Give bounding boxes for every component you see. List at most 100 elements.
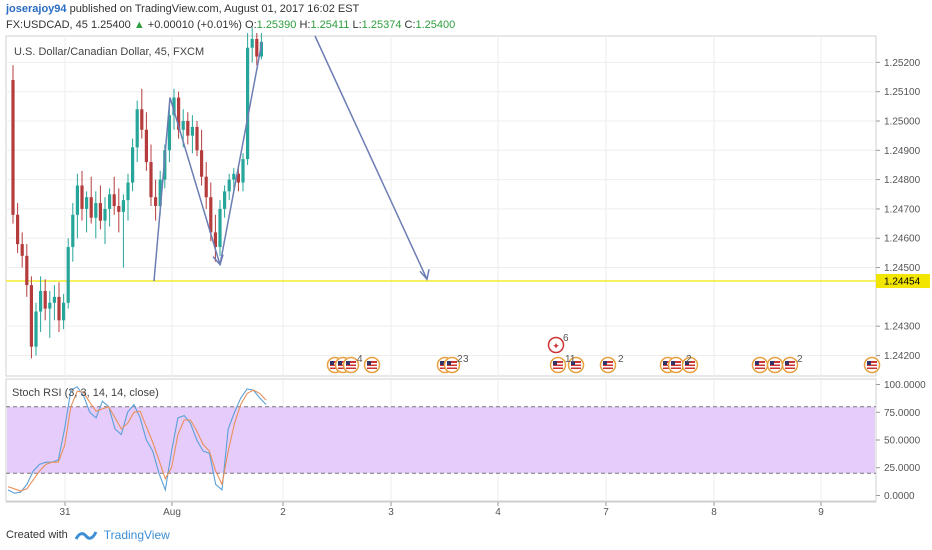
stoch-tick-label: 0.0000 (884, 491, 915, 502)
ca-flag-icon[interactable]: ✦ (547, 336, 565, 354)
candle (190, 115, 194, 154)
candle (75, 173, 79, 239)
tradingview-logo-icon (74, 531, 98, 540)
price-tick-label: 1.24800 (884, 175, 921, 186)
candle (167, 106, 171, 163)
high-value: 1.25411 (310, 19, 350, 31)
candle (62, 293, 66, 330)
candle (200, 129, 204, 186)
last-price: 1.25400 (90, 19, 131, 31)
price-tick-label: 1.25000 (884, 117, 921, 128)
price-tick-label: 1.24300 (884, 322, 921, 333)
candle (218, 200, 222, 256)
price-axis: 1.25200 1.25100 1.25000 1.24900 1.24800 1.247… (876, 58, 921, 362)
tradingview-brand[interactable]: TradingView (103, 528, 170, 542)
low-value: 1.25374 (361, 19, 402, 31)
event-count: 6 (563, 333, 569, 344)
trend-drawings[interactable] (153, 35, 430, 282)
symbol-label: FX:USDCAD, 45 (6, 19, 88, 31)
candle (39, 276, 43, 333)
candle (227, 173, 231, 201)
published-text: published on TradingView.com, August 01,… (69, 3, 360, 15)
time-tick-label: 7 (603, 507, 609, 518)
svg-text:✦: ✦ (552, 341, 560, 351)
time-tick-label: Aug (163, 507, 181, 518)
event-count: 11 (565, 354, 576, 365)
event-count: 2 (686, 354, 692, 365)
candle (71, 203, 75, 262)
candle (126, 173, 130, 221)
ohlc-line: FX:USDCAD, 45 1.25400 ▲ +0.00010 (+0.01%… (6, 19, 455, 31)
candle (48, 291, 52, 338)
time-tick-label: 9 (818, 507, 824, 518)
us-flag-icon[interactable] (863, 356, 881, 374)
candle (20, 232, 24, 268)
price-tick-label: 1.25200 (884, 58, 921, 69)
stoch-tick-label: 50.0000 (884, 436, 921, 447)
footer: Created with TradingView (6, 528, 170, 542)
candle (11, 65, 15, 224)
us-flag-icon[interactable] (342, 356, 360, 374)
candle (85, 191, 89, 233)
price-tick-label: 1.25100 (884, 87, 921, 98)
candle (98, 185, 102, 230)
candle (25, 244, 29, 297)
price-tick-label: 1.24600 (884, 234, 921, 245)
us-flag-icon[interactable] (567, 356, 585, 374)
close-label: C: (404, 19, 416, 31)
stoch-d-line (7, 389, 267, 492)
time-tick-label: 4 (495, 507, 501, 518)
us-flag-icon[interactable] (599, 356, 617, 374)
us-flag-icon[interactable] (363, 356, 381, 374)
candle (108, 188, 112, 227)
candle (186, 112, 190, 145)
candle (43, 279, 47, 321)
open-value: 1.25390 (256, 19, 297, 31)
candle (121, 194, 125, 268)
us-flag-icon[interactable] (766, 356, 784, 374)
us-flag-icon[interactable] (781, 356, 799, 374)
chart-title: U.S. Dollar/Canadian Dollar, 45, FXCM (14, 46, 204, 58)
time-axis: 31 Aug 2 3 4 7 8 9 (6, 501, 876, 518)
stoch-tick-label: 75.0000 (884, 408, 921, 419)
candle (112, 176, 116, 215)
time-tick-label: 2 (280, 507, 286, 518)
us-flag-icon[interactable] (681, 356, 699, 374)
arrowhead-icon (419, 269, 430, 281)
us-flag-icon[interactable] (549, 356, 567, 374)
price-pane[interactable] (5, 35, 877, 377)
price-tick-label: 1.24900 (884, 146, 921, 157)
candle (204, 162, 208, 209)
projection-arrow[interactable] (314, 35, 428, 280)
us-flag-icon[interactable] (751, 356, 769, 374)
candle (131, 138, 135, 192)
event-count: 2 (457, 354, 463, 365)
event-count: 3 (463, 354, 469, 365)
candle (154, 179, 158, 221)
candle (34, 302, 38, 356)
candles-group (11, 27, 263, 359)
us-flag-icon[interactable] (443, 356, 461, 374)
candle (255, 33, 259, 66)
candle (241, 153, 245, 192)
change-value: +0.00010 (+0.01%) (147, 19, 242, 31)
up-arrow-icon: ▲ (133, 19, 145, 31)
low-label: L: (352, 19, 362, 31)
time-tick-label: 3 (388, 507, 394, 518)
stoch-title: Stoch RSI (3, 3, 14, 14, close) (12, 387, 159, 399)
price-level-tag-label: 1.24454 (884, 277, 921, 288)
stoch-band (6, 406, 876, 474)
close-value: 1.25400 (415, 19, 456, 31)
stoch-axis: 100.0000 75.0000 50.0000 25.0000 0.0000 (876, 380, 926, 502)
publisher-username[interactable]: joserajoy94 (6, 3, 67, 15)
event-count: 4 (357, 354, 363, 365)
us-flag-icon[interactable] (667, 356, 685, 374)
candle (103, 197, 107, 245)
candle (57, 282, 61, 333)
candle (144, 112, 148, 171)
arrowhead-icon (212, 254, 224, 267)
zigzag-line[interactable] (153, 41, 263, 282)
candle (29, 276, 33, 359)
